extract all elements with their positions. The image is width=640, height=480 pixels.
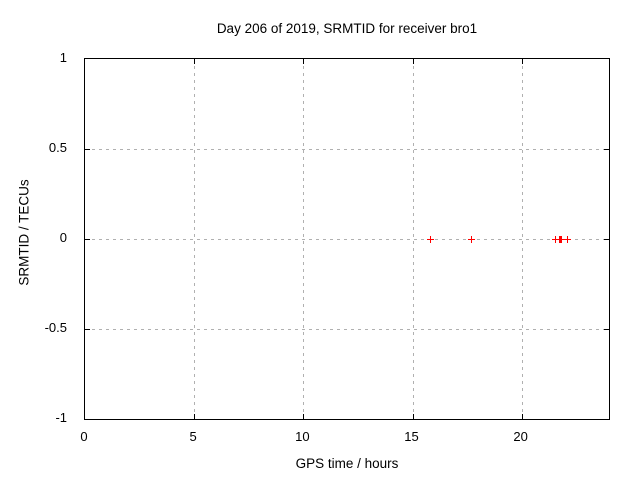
x-tick-mark-top xyxy=(521,59,523,64)
y-grid-line xyxy=(85,149,609,150)
y-tick-label: -0.5 xyxy=(44,320,67,335)
x-tick-mark-bottom xyxy=(521,414,523,419)
y-grid-line xyxy=(85,239,609,240)
y-tick-mark-right xyxy=(604,329,609,330)
data-point-marker xyxy=(563,235,571,243)
x-tick-mark-top xyxy=(194,59,196,64)
x-tick-label: 5 xyxy=(189,429,197,444)
chart-title: Day 206 of 2019, SRMTID for receiver bro… xyxy=(216,21,478,36)
x-tick-mark-top xyxy=(303,59,305,64)
y-tick-label: 1 xyxy=(59,50,67,65)
x-tick-mark-top xyxy=(412,59,414,64)
x-tick-mark-bottom xyxy=(412,414,414,419)
x-tick-label: 20 xyxy=(513,429,528,444)
x-tick-label: 15 xyxy=(404,429,419,444)
y-tick-label: 0.5 xyxy=(48,140,67,155)
y-grid-line xyxy=(85,329,609,330)
y-tick-label: 0 xyxy=(59,230,67,245)
data-point-marker xyxy=(426,235,434,243)
y-tick-label: -1 xyxy=(55,410,67,425)
data-point-marker xyxy=(552,235,559,243)
x-tick-label: 0 xyxy=(80,429,88,444)
y-tick-mark-right xyxy=(604,149,609,150)
y-tick-mark-left xyxy=(85,329,90,330)
x-tick-mark-bottom xyxy=(303,414,305,419)
y-tick-mark-right xyxy=(604,239,609,240)
x-tick-label: 10 xyxy=(295,429,310,444)
plot-area xyxy=(84,58,610,420)
data-point-marker xyxy=(468,235,476,243)
x-axis-label: GPS time / hours xyxy=(295,456,399,471)
y-tick-mark-left xyxy=(85,149,90,150)
y-tick-mark-left xyxy=(85,239,90,240)
x-tick-mark-bottom xyxy=(194,414,196,419)
data-point-marker xyxy=(558,235,566,243)
